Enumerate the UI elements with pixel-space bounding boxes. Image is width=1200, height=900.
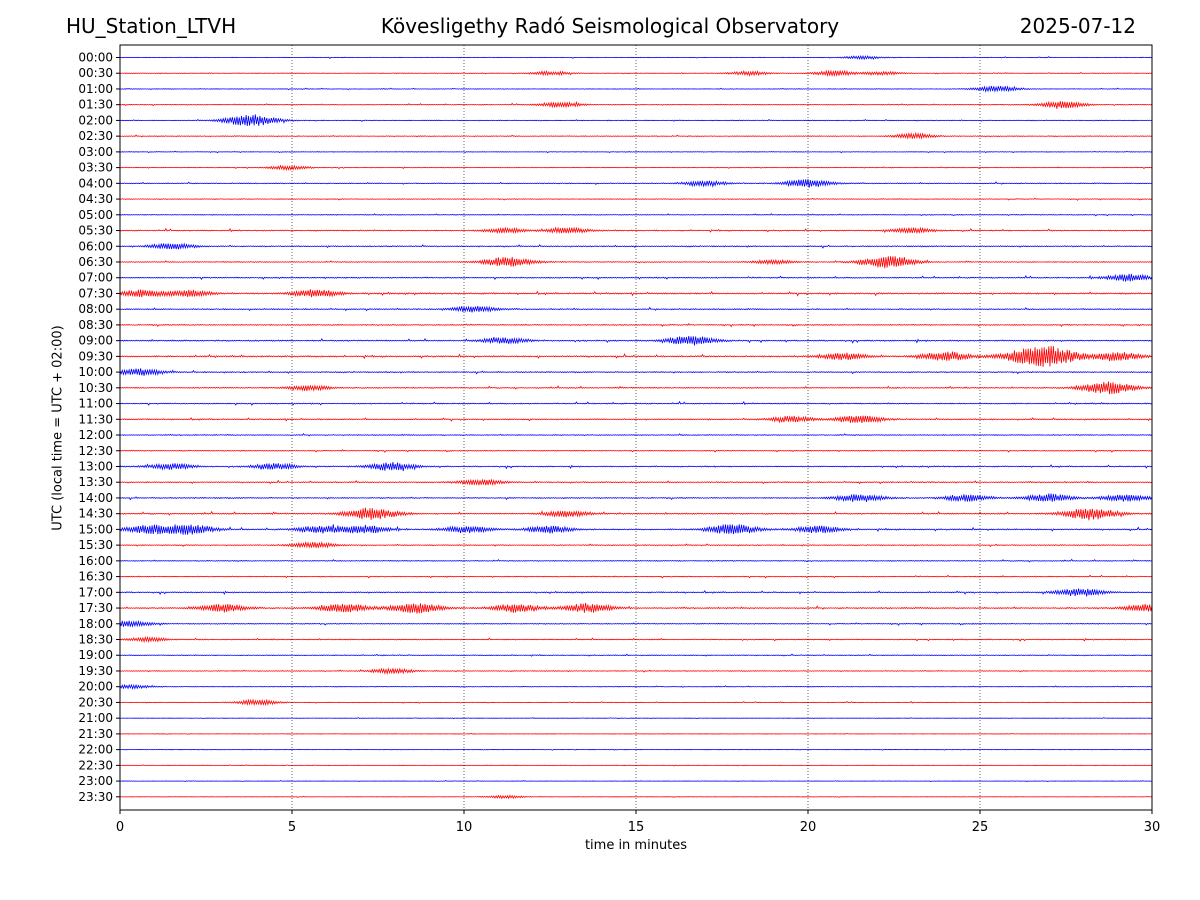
y-tick-label: 21:30 [78,727,113,741]
trace-0030 [119,69,1153,78]
y-tick-label: 14:00 [78,491,113,505]
x-tick-label: 25 [972,820,989,835]
trace-0600 [119,242,1153,250]
trace-1100 [119,400,1153,406]
y-tick-label: 03:30 [78,161,113,175]
y-tick-label: 21:00 [78,711,113,725]
trace-1000 [119,368,1153,376]
y-tick-label: 23:00 [78,774,113,788]
y-tick-label: 16:30 [78,570,113,584]
y-tick-label: 18:30 [78,633,113,647]
y-tick-label: 01:30 [78,98,113,112]
y-tick-label: 06:30 [78,255,113,269]
y-tick-label: 23:30 [78,790,113,804]
y-tick-label: 20:00 [78,680,113,694]
vertical-gridlines [291,45,981,810]
trace-0500 [119,213,1153,217]
y-tick-label: 15:00 [78,522,113,536]
y-tick-label: 15:30 [78,538,113,552]
trace-0130 [119,100,1153,109]
chart-date: 2025-07-12 [1019,14,1136,38]
y-tick-label: 20:30 [78,695,113,709]
trace-0700 [119,273,1153,282]
y-tick-label: 16:00 [78,554,113,568]
trace-1200 [119,432,1153,437]
y-tick-label: 13:00 [78,459,113,473]
y-tick-label: 11:30 [78,412,113,426]
y-tick-label: 08:00 [78,302,113,316]
y-tick-label: 19:00 [78,648,113,662]
y-tick-label: 04:00 [78,176,113,190]
trace-2330 [119,794,1153,800]
y-tick-label: 14:30 [78,507,113,521]
y-tick-label: 10:00 [78,365,113,379]
y-tick-label: 10:30 [78,381,113,395]
trace-1300 [119,462,1153,472]
y-tick-label: 05:30 [78,224,113,238]
trace-0900 [119,336,1153,346]
x-tick-label: 20 [800,820,817,835]
y-tick-label: 00:00 [78,51,113,65]
trace-1130 [119,415,1153,424]
y-tick-label: 12:30 [78,444,113,458]
y-tick-label: 09:00 [78,334,113,348]
y-tick-label: 02:00 [78,113,113,127]
trace-0530 [119,226,1153,235]
y-tick-label: 00:30 [78,66,113,80]
x-axis-label: time in minutes [584,838,688,853]
trace-0300 [119,150,1153,154]
y-axis-label: UTC (local time = UTC + 02:00) [50,325,66,531]
y-tick-label: 07:30 [78,286,113,300]
y-tick-label: 09:30 [78,349,113,363]
y-tick-label: 17:30 [78,601,113,615]
trace-2200 [119,748,1153,751]
y-tick-label: 13:30 [78,475,113,489]
y-tick-label: 04:30 [78,192,113,206]
trace-1430 [119,507,1153,521]
x-tick-label: 30 [1144,820,1161,835]
chart-title: Kövesligethy Radó Seismological Observat… [380,14,840,38]
trace-0730 [119,289,1153,298]
trace-0330 [119,164,1153,172]
trace-2130 [119,732,1153,735]
trace-0930 [119,346,1153,367]
trace-1330 [119,478,1153,486]
x-tick-label: 10 [456,820,473,835]
y-tick-label: 07:00 [78,271,113,285]
trace-1930 [119,667,1153,675]
y-tick-label: 12:00 [78,428,113,442]
y-tick-label: 05:00 [78,208,113,222]
y-tick-label: 22:00 [78,743,113,757]
station-name: HU_Station_LTVH [66,14,237,38]
y-tick-label: 01:00 [78,82,113,96]
y-tick-label: 02:30 [78,129,113,143]
y-tick-label: 17:00 [78,585,113,599]
y-tick-label: 19:30 [78,664,113,678]
trace-1530 [119,540,1153,549]
y-tick-label: 06:00 [78,239,113,253]
x-axis-ticks: 0 5 10 15 20 25 30 [116,810,1160,835]
y-tick-label: 18:00 [78,617,113,631]
trace-1730 [119,602,1153,614]
trace-1700 [119,588,1153,597]
x-tick-label: 5 [288,820,296,835]
y-tick-label: 03:00 [78,145,113,159]
x-tick-label: 15 [628,820,645,835]
trace-1600 [119,558,1153,563]
trace-1400 [119,493,1153,503]
trace-1800 [119,619,1153,628]
y-tick-label: 08:30 [78,318,113,332]
y-tick-label: 11:00 [78,397,113,411]
y-tick-label: 22:30 [78,758,113,772]
x-tick-label: 0 [116,820,124,835]
trace-2000 [119,683,1153,691]
